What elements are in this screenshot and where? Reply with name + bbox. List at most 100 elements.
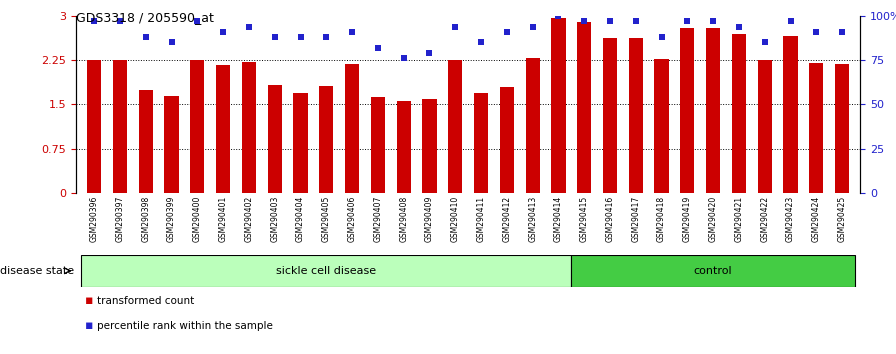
Point [551, 13, 565, 19]
Point [371, 45, 385, 51]
Text: GSM290411: GSM290411 [477, 196, 486, 242]
Point [397, 56, 411, 61]
Bar [242, 62, 256, 193]
Bar [551, 18, 565, 193]
Point [809, 29, 823, 35]
Bar [319, 86, 333, 193]
Bar [190, 59, 204, 193]
Text: GSM290425: GSM290425 [838, 196, 847, 242]
Bar [216, 65, 230, 193]
Point [525, 24, 539, 29]
Text: GSM290403: GSM290403 [271, 196, 280, 242]
Bar [809, 63, 823, 193]
Text: GSM290423: GSM290423 [786, 196, 795, 242]
Text: GSM290397: GSM290397 [116, 196, 125, 242]
Bar [82, 255, 572, 287]
Point [113, 18, 127, 24]
Point [680, 18, 694, 24]
Bar [706, 28, 720, 193]
Text: disease state: disease state [0, 266, 74, 276]
Bar [268, 85, 282, 193]
Point [242, 24, 256, 29]
Bar [783, 36, 797, 193]
Text: ▪: ▪ [85, 319, 93, 332]
Text: GSM290422: GSM290422 [760, 196, 770, 242]
Text: GSM290421: GSM290421 [735, 196, 744, 242]
Text: percentile rank within the sample: percentile rank within the sample [97, 321, 272, 331]
Bar [572, 255, 855, 287]
Point [87, 18, 101, 24]
Bar [165, 96, 178, 193]
Bar [87, 60, 101, 193]
Text: transformed count: transformed count [97, 296, 194, 306]
Bar [397, 102, 410, 193]
Text: GSM290417: GSM290417 [632, 196, 641, 242]
Bar [448, 59, 462, 193]
Text: GSM290407: GSM290407 [374, 196, 383, 242]
Bar [654, 59, 668, 193]
Text: GSM290401: GSM290401 [219, 196, 228, 242]
Text: GSM290404: GSM290404 [296, 196, 305, 242]
Point [422, 50, 436, 56]
Bar [732, 34, 746, 193]
Bar [758, 60, 771, 193]
Point [603, 18, 617, 24]
Text: GDS3318 / 205590_at: GDS3318 / 205590_at [76, 11, 214, 24]
Text: ▪: ▪ [85, 295, 93, 307]
Point [706, 18, 720, 24]
Bar [500, 87, 514, 193]
Text: GSM290408: GSM290408 [400, 196, 409, 242]
Point [293, 34, 307, 40]
Bar [113, 59, 127, 193]
Point [345, 29, 359, 35]
Text: GSM290419: GSM290419 [683, 196, 692, 242]
Text: GSM290402: GSM290402 [245, 196, 254, 242]
Point [654, 34, 668, 40]
Text: GSM290406: GSM290406 [348, 196, 357, 242]
Text: GSM290416: GSM290416 [606, 196, 615, 242]
Text: GSM290399: GSM290399 [167, 196, 177, 242]
Point [758, 40, 772, 45]
Text: GSM290409: GSM290409 [425, 196, 434, 242]
Bar [422, 98, 436, 193]
Point [448, 24, 462, 29]
Text: GSM290415: GSM290415 [580, 196, 589, 242]
Text: GSM290412: GSM290412 [503, 196, 512, 242]
Text: GSM290414: GSM290414 [554, 196, 563, 242]
Point [732, 24, 746, 29]
Bar [371, 97, 385, 193]
Bar [345, 64, 359, 193]
Text: GSM290420: GSM290420 [709, 196, 718, 242]
Bar [603, 38, 617, 193]
Text: GSM290410: GSM290410 [451, 196, 460, 242]
Point [577, 18, 591, 24]
Point [500, 29, 514, 35]
Text: GSM290424: GSM290424 [812, 196, 821, 242]
Bar [139, 90, 153, 193]
Point [629, 18, 643, 24]
Point [783, 18, 797, 24]
Point [216, 29, 230, 35]
Bar [293, 93, 307, 193]
Text: sickle cell disease: sickle cell disease [276, 266, 376, 276]
Point [268, 34, 282, 40]
Point [319, 34, 333, 40]
Bar [629, 38, 643, 193]
Text: GSM290418: GSM290418 [657, 196, 666, 242]
Text: GSM290398: GSM290398 [142, 196, 151, 242]
Text: GSM290413: GSM290413 [528, 196, 537, 242]
Point [190, 18, 204, 24]
Bar [577, 22, 591, 193]
Bar [526, 58, 539, 193]
Point [164, 40, 178, 45]
Text: control: control [694, 266, 732, 276]
Text: GSM290400: GSM290400 [193, 196, 202, 242]
Point [474, 40, 488, 45]
Bar [835, 64, 849, 193]
Bar [680, 28, 694, 193]
Text: GSM290396: GSM290396 [90, 196, 99, 242]
Bar [474, 93, 488, 193]
Point [139, 34, 153, 40]
Point [835, 29, 849, 35]
Text: GSM290405: GSM290405 [322, 196, 331, 242]
